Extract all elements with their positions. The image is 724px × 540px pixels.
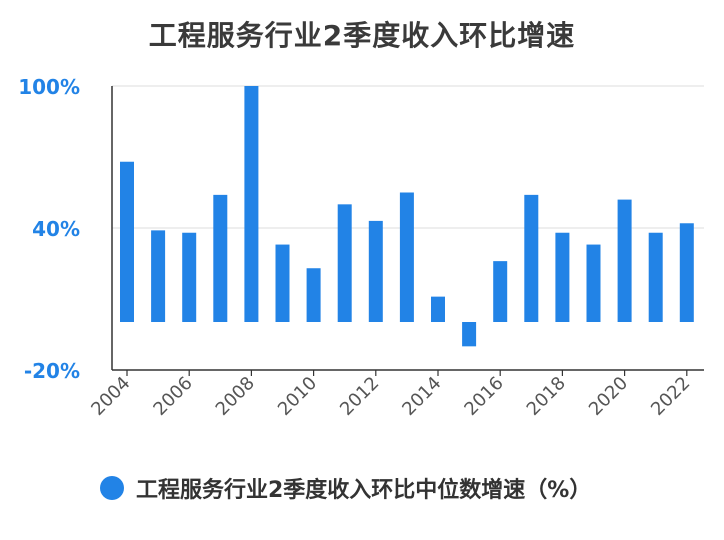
bar-2017[interactable] xyxy=(524,194,539,322)
x-tick-label: 2004 xyxy=(87,373,134,420)
y-tick-label: -20% xyxy=(24,359,80,383)
bar-2012[interactable] xyxy=(368,220,383,322)
bar-2004[interactable] xyxy=(120,161,134,322)
x-tick-label: 2012 xyxy=(336,373,383,420)
x-tick-label: 2018 xyxy=(523,373,570,420)
x-tick-label: 2010 xyxy=(274,373,321,420)
y-tick-label: 40% xyxy=(32,217,80,241)
bar-2013[interactable] xyxy=(399,192,414,323)
x-tick-label: 2006 xyxy=(149,373,196,420)
x-tick-label: 2014 xyxy=(398,373,445,420)
bar-2009[interactable] xyxy=(275,244,290,322)
x-tick-label: 2008 xyxy=(212,373,259,420)
bar-2006[interactable] xyxy=(182,232,197,322)
x-tick-label: 2020 xyxy=(585,373,632,420)
bar-2021[interactable] xyxy=(648,232,663,322)
x-tick-label: 2016 xyxy=(460,373,507,420)
bar-2022[interactable] xyxy=(679,223,694,322)
bar-2015[interactable] xyxy=(462,322,477,347)
x-tick-label: 2022 xyxy=(647,373,694,420)
y-tick-label: 100% xyxy=(18,75,80,99)
bar-2007[interactable] xyxy=(213,194,228,322)
bar-2016[interactable] xyxy=(493,261,508,322)
bar-2005[interactable] xyxy=(151,230,166,322)
bar-2018[interactable] xyxy=(555,232,570,322)
bar-2011[interactable] xyxy=(337,204,352,322)
bar-2010[interactable] xyxy=(306,268,321,322)
bar-2020[interactable] xyxy=(617,199,632,322)
legend-label: 工程服务行业2季度收入环比中位数增速（%） xyxy=(136,478,592,503)
bar-2014[interactable] xyxy=(431,296,445,322)
bar-2019[interactable] xyxy=(586,244,601,322)
bar-2008[interactable] xyxy=(244,86,259,322)
legend-marker-icon xyxy=(100,476,124,500)
legend[interactable]: 工程服务行业2季度收入环比中位数增速（%） xyxy=(100,474,592,503)
chart-title: 工程服务行业2季度收入环比增速 xyxy=(148,19,576,52)
